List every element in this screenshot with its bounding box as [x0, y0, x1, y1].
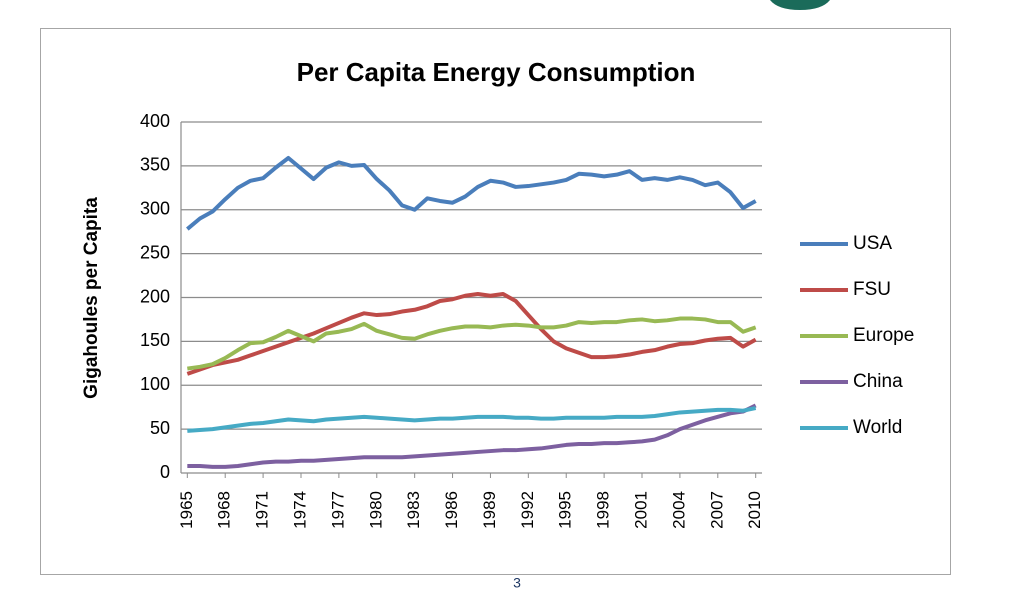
x-tick-label: 1974: [290, 491, 309, 529]
series-line: [187, 316, 757, 371]
legend-label: Europe: [853, 325, 914, 346]
legend-label: China: [853, 371, 903, 392]
legend-label: USA: [853, 233, 892, 254]
x-tick-label: 1965: [177, 491, 196, 529]
x-tick-label: 1992: [518, 491, 537, 529]
series-line: [186, 291, 757, 376]
x-tick-label: 2001: [631, 491, 650, 529]
x-tick-label: 1977: [328, 491, 347, 529]
y-axis-label: Gigahoules per Capita: [81, 197, 102, 399]
legend-label: FSU: [853, 279, 891, 300]
x-tick-label: 2004: [669, 491, 688, 529]
y-tick-label: 350: [140, 155, 170, 175]
x-tick-label: 1980: [366, 491, 385, 529]
y-tick-label: 300: [140, 199, 170, 219]
y-tick-label: 250: [140, 242, 170, 262]
x-tick-label: 1989: [480, 491, 499, 529]
y-tick-label: 200: [140, 286, 170, 306]
x-tick-label: 1986: [442, 491, 461, 529]
x-tick-label: 1995: [556, 491, 575, 529]
title-fragment: [770, 0, 830, 10]
y-tick-label: 50: [150, 418, 170, 438]
series-line: [186, 155, 757, 231]
y-tick-label: 400: [140, 111, 170, 131]
chart-frame: [40, 28, 951, 575]
series-line: [187, 403, 757, 469]
x-tick-label: 2010: [745, 491, 764, 529]
x-tick-label: 1983: [404, 491, 423, 529]
x-tick-label: 2007: [707, 491, 726, 529]
x-tick-label: 1998: [594, 491, 613, 529]
y-tick-label: 0: [160, 462, 170, 482]
y-tick-label: 150: [140, 330, 170, 350]
series-line: [187, 406, 757, 433]
x-tick-label: 1971: [253, 491, 272, 529]
page-number: 3: [513, 575, 521, 591]
x-tick-label: 1968: [215, 491, 234, 529]
legend-label: World: [853, 417, 902, 438]
chart-title: Per Capita Energy Consumption: [297, 57, 696, 87]
y-tick-label: 100: [140, 374, 170, 394]
